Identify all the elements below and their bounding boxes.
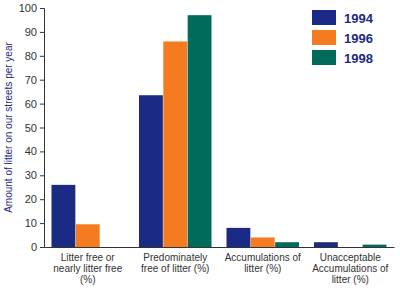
y-tick-mark (40, 56, 44, 57)
y-tick-mark (40, 247, 44, 248)
y-axis-line (40, 9, 45, 248)
y-tick: 10 (25, 217, 44, 229)
y-tick-label: 80 (25, 50, 37, 62)
y-tick-label: 0 (31, 241, 37, 253)
y-axis-title: Amount of litter on our streets per year (3, 42, 14, 213)
x-tick-label-line: Litter free or (61, 252, 116, 263)
bar (76, 224, 100, 247)
y-tick: 0 (31, 241, 44, 253)
bar (251, 237, 275, 247)
y-tick-label: 90 (25, 26, 37, 38)
x-tick-label-line: Unacceptable (320, 252, 382, 263)
y-tick-mark (40, 32, 44, 33)
y-tick: 80 (25, 50, 44, 62)
x-axis (45, 247, 395, 248)
legend-swatch (312, 50, 336, 65)
legend-label: 1996 (344, 31, 373, 46)
y-tick: 60 (25, 98, 44, 110)
y-tick: 70 (25, 74, 44, 86)
y-tick-mark (40, 8, 44, 9)
x-tick-label-line: Accumulations of (312, 263, 388, 274)
bar (100, 247, 124, 248)
x-tick-labels: Litter free ornearly litter free(%) Predo… (53, 252, 388, 285)
y-tick-label: 20 (25, 193, 37, 205)
legend-swatch (312, 30, 336, 45)
bar (338, 247, 362, 248)
y-tick-label: 30 (25, 169, 37, 181)
y-tick-label: 50 (25, 122, 37, 134)
x-tick-label-line: litter (%) (244, 263, 281, 274)
chart-container: 0 10 20 30 40 50 60 70 80 90 100 Litter free ornear… (0, 0, 400, 299)
y-tick-mark (40, 199, 44, 200)
y-tick-label: 60 (25, 98, 37, 110)
y-tick-label: 70 (25, 74, 37, 86)
y-tick-mark (40, 175, 44, 176)
chart-svg: 0 10 20 30 40 50 60 70 80 90 100 Litter free ornear… (0, 0, 400, 299)
x-tick-label-line: nearly litter free (53, 263, 122, 274)
bar (363, 245, 387, 247)
y-tick: 100 (19, 2, 44, 14)
legend-entry: 1996 (312, 30, 373, 46)
y-tick-label: 40 (25, 145, 37, 157)
plot-area: 0 10 20 30 40 50 60 70 80 90 100 (19, 2, 395, 253)
bar (139, 95, 163, 247)
bar (275, 242, 299, 247)
y-tick-mark (40, 151, 44, 152)
y-tick: 20 (25, 193, 44, 205)
y-tick: 90 (25, 26, 44, 38)
x-tick-label-line: free of litter (%) (141, 263, 209, 274)
bar (163, 41, 187, 247)
legend: 1994 1996 1998 (312, 10, 374, 66)
bar (226, 228, 250, 247)
x-tick-label: Accumulations oflitter (%) (225, 252, 301, 274)
y-tick-label: 100 (19, 2, 37, 14)
y-tick-mark (40, 128, 44, 129)
y-tick-mark (40, 104, 44, 105)
y-tick: 30 (25, 169, 44, 181)
x-tick-label: UnacceptableAccumulations oflitter (%) (312, 252, 388, 285)
y-tick: 50 (25, 122, 44, 134)
bar (51, 185, 75, 247)
bar (188, 15, 212, 247)
legend-label: 1998 (344, 51, 373, 66)
x-tick-label-line: litter (%) (332, 274, 369, 285)
y-tick: 40 (25, 145, 44, 157)
y-tick-mark (40, 80, 44, 81)
x-tick-label: Litter free ornearly litter free(%) (53, 252, 122, 285)
y-axis: 0 10 20 30 40 50 60 70 80 90 100 (19, 2, 45, 253)
y-tick-mark (40, 223, 44, 224)
bars (51, 15, 386, 247)
x-tick-label: Predominatelyfree of litter (%) (141, 252, 209, 274)
legend-swatch (312, 10, 336, 25)
x-tick-label-line: Predominately (143, 252, 207, 263)
x-tick-label-line: (%) (80, 274, 96, 285)
y-tick-label: 10 (25, 217, 37, 229)
legend-label: 1994 (344, 11, 374, 26)
legend-entry: 1998 (312, 50, 373, 66)
bar (314, 242, 338, 247)
legend-entry: 1994 (312, 10, 374, 26)
x-tick-label-line: Accumulations of (225, 252, 301, 263)
x-axis-line (45, 247, 395, 248)
